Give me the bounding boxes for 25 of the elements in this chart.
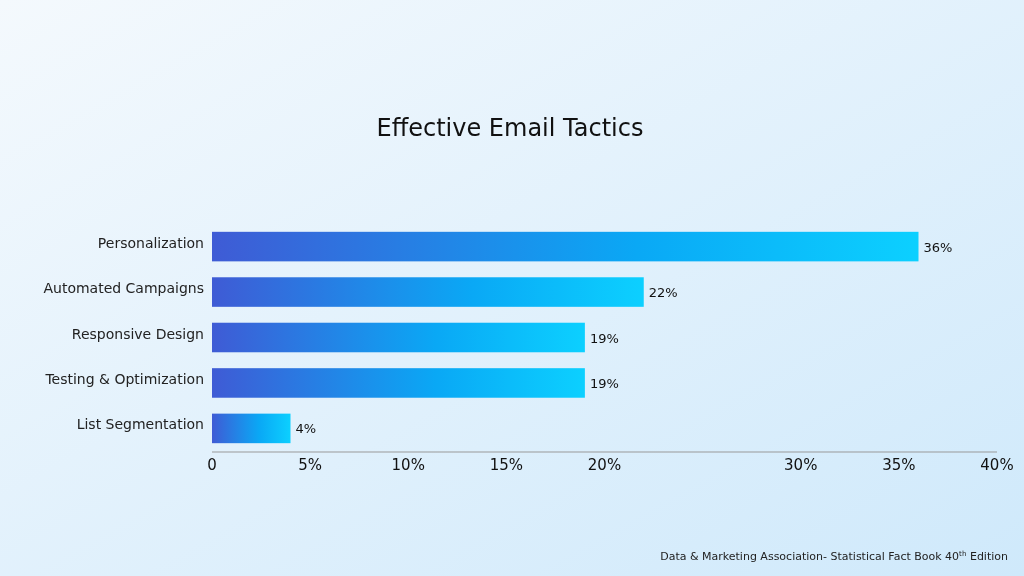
data-label: 19% xyxy=(589,375,619,391)
y-tick-label: Personalization xyxy=(97,234,204,251)
x-tick-label: 0 xyxy=(207,456,217,474)
bar xyxy=(212,368,585,398)
x-tick-label: 15% xyxy=(489,456,524,474)
x-tick-label: 40% xyxy=(980,456,1014,474)
data-label: 19% xyxy=(589,330,619,346)
x-tick-label: 35% xyxy=(882,456,916,474)
y-tick-label: Testing & Optimization xyxy=(44,370,204,387)
bar xyxy=(212,413,291,444)
data-label: 22% xyxy=(648,285,678,301)
x-tick-label: 10% xyxy=(391,456,425,474)
x-tick-label: 5% xyxy=(298,456,323,474)
y-tick-label: List Segmentation xyxy=(76,416,204,433)
data-label: 4% xyxy=(295,421,317,437)
bar xyxy=(212,231,919,262)
x-tick-label: 30% xyxy=(784,456,818,474)
x-tick-label: 20% xyxy=(587,456,622,474)
y-tick-label: Responsive Design xyxy=(71,325,204,342)
y-tick-label: Automated Campaigns xyxy=(43,280,204,297)
text: Data & Marketing Association- Statistical Fact Book 40$^{th}$ Edition xyxy=(660,548,1009,563)
bar xyxy=(212,277,644,307)
data-label: 36% xyxy=(923,239,953,255)
bar xyxy=(212,322,585,353)
chart-title: Effective Email Tactics xyxy=(376,114,644,142)
